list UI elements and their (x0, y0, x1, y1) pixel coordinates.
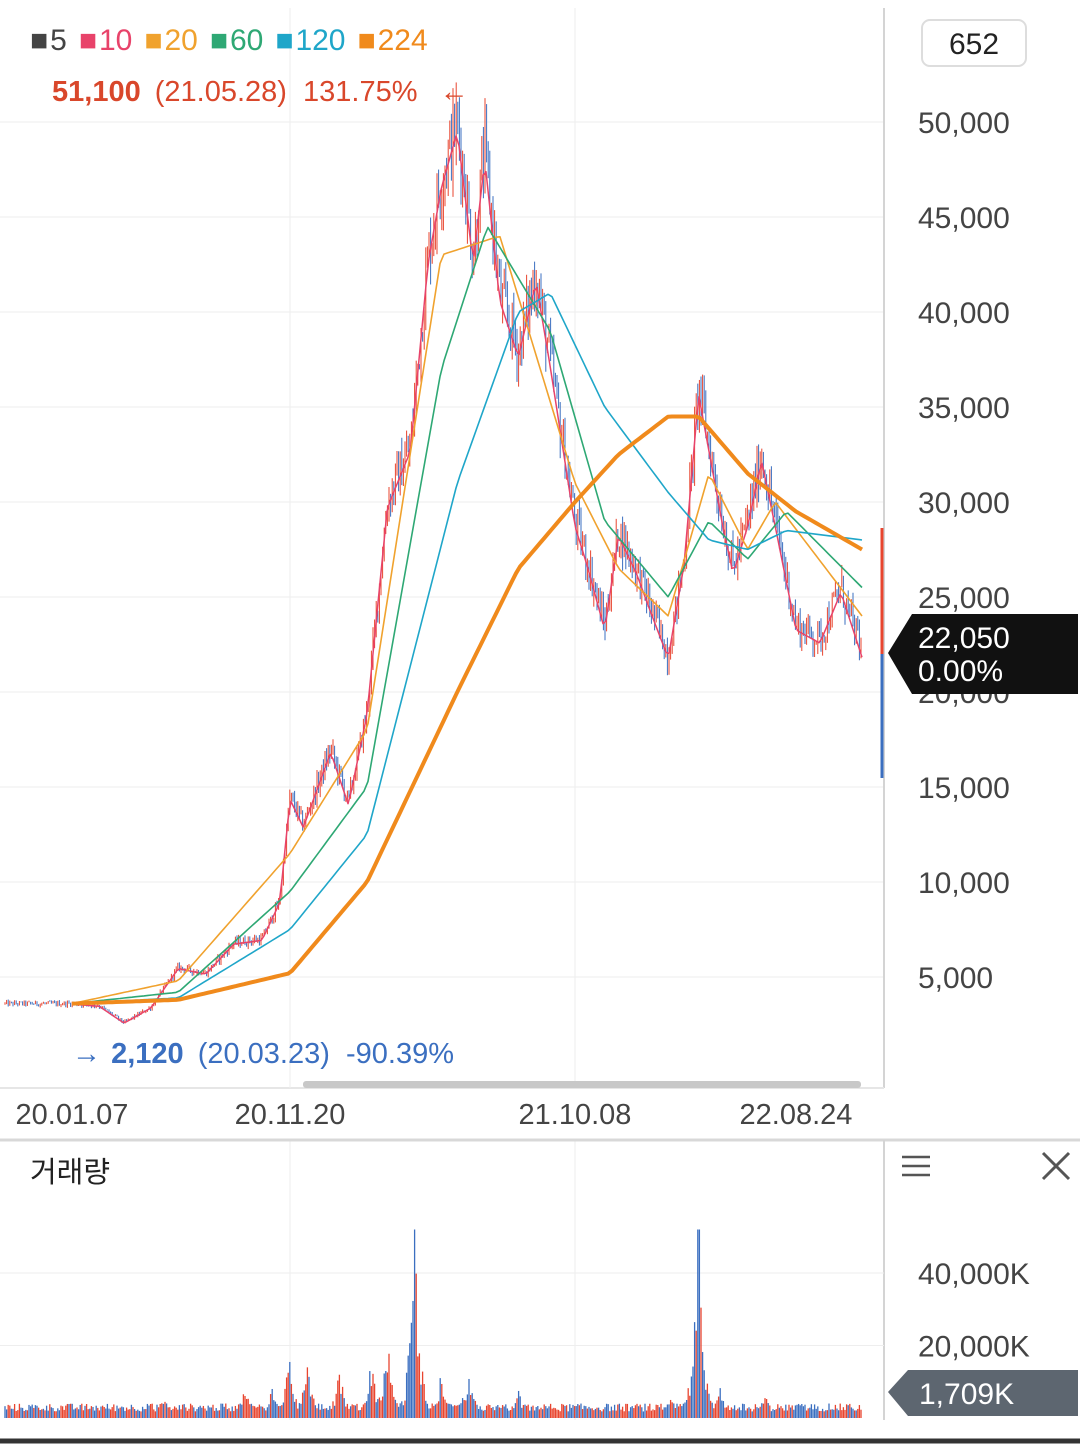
ma-20-line (71, 236, 863, 1005)
period-box-frame[interactable] (921, 19, 1027, 67)
ma-legend-swatch: ■ (79, 24, 97, 57)
volume-tick-label: 40,000K (918, 1258, 1030, 1291)
moving-average-lines (71, 135, 864, 1024)
volume-gridlines (0, 1272, 884, 1346)
volume-bars (4, 1229, 862, 1418)
ma-10-line (71, 135, 863, 1024)
ma-legend-label-5: 5 (50, 24, 67, 57)
high-arrow: ← (440, 76, 469, 108)
price-gridlines (0, 121, 884, 978)
volume-tick-label: 20,000K (918, 1331, 1030, 1364)
ma-legend-label-120: 120 (295, 24, 345, 57)
ma-60-line (71, 226, 863, 1005)
high-marker: 51,100 (21.05.28) 131.75% ← (52, 76, 469, 108)
ma-legend-swatch: ■ (358, 24, 376, 57)
ma-legend-swatch: ■ (144, 24, 162, 57)
ma-legend-label-224: 224 (378, 24, 428, 57)
price-tick-labels: 5,00010,00015,00020,00025,00030,00035,00… (918, 107, 1010, 995)
date-tick-labels: 20.01.07 20.11.20 21.10.08 22.08.24 (16, 1099, 853, 1131)
date-tick-label: 20.01.07 (16, 1099, 129, 1131)
ma-legend-swatch: ■ (210, 24, 228, 57)
price-tick-label: 15,000 (918, 772, 1010, 805)
ma-224-line (71, 414, 864, 1006)
ma-legend-label-60: 60 (230, 24, 263, 57)
price-tick-label: 35,000 (918, 392, 1010, 425)
volume-tick-labels: 20,000K 40,000K (918, 1258, 1030, 1364)
high-pct: 131.75% (303, 76, 418, 108)
price-tick-label: 25,000 (918, 582, 1010, 615)
date-tick-label: 21.10.08 (519, 1099, 632, 1131)
ma-120-line (71, 293, 863, 1005)
close-icon[interactable] (1041, 1151, 1071, 1181)
price-tick-label: 45,000 (918, 202, 1010, 235)
current-price-tag (888, 614, 1078, 694)
low-date: (20.03.23) (198, 1038, 330, 1070)
current-volume: 1,709K (919, 1378, 1014, 1411)
price-tick-label: 40,000 (918, 297, 1010, 330)
high-price: 51,100 (52, 76, 141, 108)
price-tick-label: 5,000 (918, 962, 993, 995)
ma-legend-swatch: ■ (30, 24, 48, 57)
date-tick-label: 22.08.24 (740, 1099, 853, 1131)
current-volume-tag (888, 1370, 1078, 1416)
price-tick-label: 50,000 (918, 107, 1010, 140)
hamburger-icon[interactable] (902, 1155, 930, 1177)
ma-legend-swatch: ■ (275, 24, 293, 57)
volume-title: 거래량 (30, 1155, 110, 1189)
high-date: (21.05.28) (155, 76, 287, 108)
low-pct: -90.39% (346, 1038, 454, 1070)
ma-legend-label-20: 20 (164, 24, 197, 57)
current-price: 22,050 (918, 622, 1010, 655)
time-scrollbar[interactable] (303, 1081, 861, 1088)
low-price: 2,120 (111, 1038, 184, 1070)
period-box[interactable]: 652 (949, 28, 999, 61)
price-tick-label: 10,000 (918, 867, 1010, 900)
current-change: 0.00% (918, 655, 1003, 688)
date-tick-label: 20.11.20 (235, 1099, 346, 1131)
ma-legend-label-10: 10 (99, 24, 132, 57)
low-arrow: → (72, 1038, 101, 1070)
price-candles (4, 82, 862, 1024)
low-marker: → 2,120 (20.03.23) -90.39% (72, 1038, 454, 1070)
price-tick-label: 30,000 (918, 487, 1010, 520)
ma-legend[interactable]: ■5 ■10 ■20 ■60 ■120 ■224 (30, 24, 428, 57)
